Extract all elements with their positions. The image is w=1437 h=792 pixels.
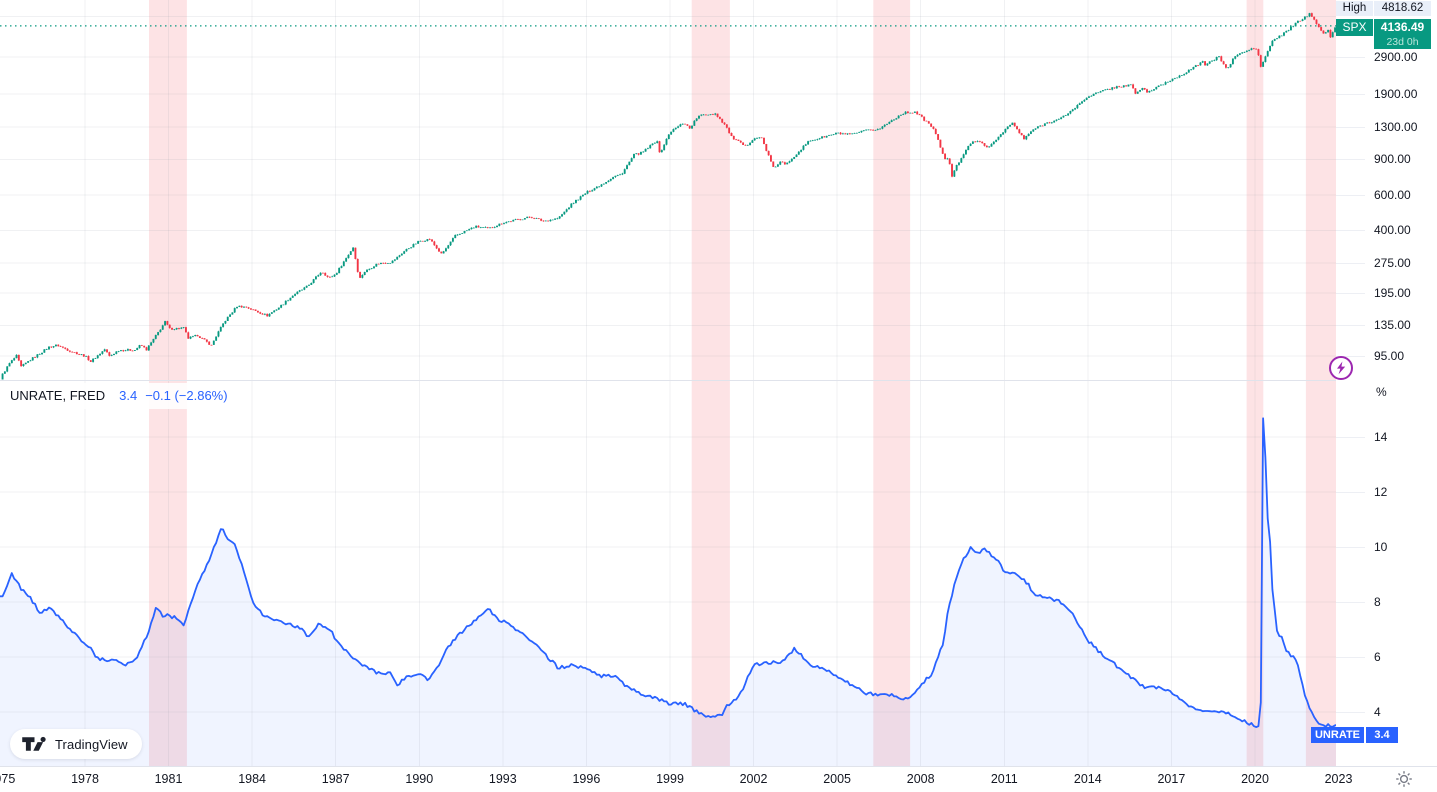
axis-tick-stub [1336,712,1365,713]
percent-axis-label: % [1376,385,1387,399]
price-tick-label: 8 [1374,595,1381,609]
axis-tick-stub [1336,547,1365,548]
pane-separator[interactable] [0,380,1437,381]
time-tick-label: 1984 [238,772,266,786]
time-tick-label: 2023 [1324,772,1353,786]
axis-tick-stub [1336,57,1365,58]
time-tick-label: 1975 [0,772,16,786]
indicator-badge-value: 3.4 [1366,727,1398,743]
lightning-button[interactable] [1329,356,1353,380]
price-tick-label: 400.00 [1374,223,1411,237]
time-tick-label: 2014 [1073,772,1102,786]
indicator-price-badge: UNRATE 3.4 [1311,727,1398,743]
lightning-icon [1337,361,1346,375]
price-tick-label: 1900.00 [1374,87,1418,101]
price-tick-label: 2900.00 [1374,50,1418,64]
high-value: 4818.62 [1374,1,1431,16]
price-tick-label: 275.00 [1374,256,1411,270]
axis-tick-stub [1336,159,1365,160]
time-tick-label: 1993 [488,772,517,786]
high-label: High [1336,1,1373,16]
indicator-value: 3.4 [119,388,138,403]
price-tick-label: 195.00 [1374,286,1411,300]
axis-tick-stub [1336,263,1365,264]
time-tick-label: 2008 [906,772,935,786]
indicator-change: −0.1 (−2.86%) [145,388,228,403]
time-tick-label: 1987 [321,772,350,786]
axis-tick-stub [1336,657,1365,658]
high-price-label: High 4818.62 [1336,1,1431,16]
price-tick-label: 14 [1374,430,1388,444]
time-tick-label: 1999 [656,772,684,786]
axis-tick-stub [1336,127,1365,128]
price-tick-label: 135.00 [1374,318,1411,332]
price-tick-label: 4 [1374,705,1381,719]
indicator-title: UNRATE, FRED [10,388,106,403]
indicator-badge-name: UNRATE [1311,727,1364,743]
settings-button[interactable] [1395,770,1413,788]
price-tick-label: 6 [1374,650,1381,664]
tradingview-label: TradingView [55,736,128,752]
axis-tick-stub [1336,356,1365,357]
legend-backdrop [2,383,228,409]
axis-tick-stub [1336,437,1365,438]
time-tick-label: 1981 [154,772,183,786]
time-tick-label: 2011 [990,772,1018,786]
symbol-label: SPX [1336,19,1373,36]
chart-canvas[interactable] [0,0,1336,766]
time-axis-separator [0,766,1437,767]
symbol-last-price: 4136.49 [1374,19,1431,36]
time-tick-label: 2005 [823,772,851,786]
time-tick-label: 2017 [1157,772,1186,786]
axis-tick-stub [1336,293,1365,294]
price-tick-label: 95.00 [1374,349,1405,363]
bar-countdown: 23d 0h [1374,36,1431,49]
price-tick-label: 10 [1374,540,1388,554]
axis-tick-stub [1336,325,1365,326]
price-tick-label: 1300.00 [1374,120,1418,134]
time-axis[interactable]: 1975 1978 1981 1984 1987 1990 1993 1996 1999 2002… [0,767,1437,792]
price-tick-label: 900.00 [1374,152,1411,166]
gear-icon [1396,771,1412,787]
axis-tick-stub [1336,195,1365,196]
axis-tick-stub [1336,602,1365,603]
symbol-price-badge: SPX 4136.49 23d 0h [1336,19,1431,49]
price-tick-label: 12 [1374,485,1388,499]
indicator-legend[interactable]: UNRATE, FRED 3.4 −0.1 (−2.86%) [10,388,228,403]
axis-tick-stub [1336,94,1365,95]
time-tick-label: 2002 [739,772,768,786]
price-axis[interactable]: % 2900.00 1900.00 1300.00 900.00 600.00 400.0… [1336,0,1437,766]
time-tick-label: 2020 [1241,772,1269,786]
time-tick-label: 1978 [71,772,99,786]
tradingview-icon [22,736,46,751]
price-tick-label: 600.00 [1374,188,1411,202]
time-tick-label: 1990 [405,772,434,786]
time-tick-label: 1996 [572,772,601,786]
tradingview-logo[interactable]: TradingView [10,729,142,759]
axis-tick-stub [1336,492,1365,493]
axis-tick-stub [1336,230,1365,231]
